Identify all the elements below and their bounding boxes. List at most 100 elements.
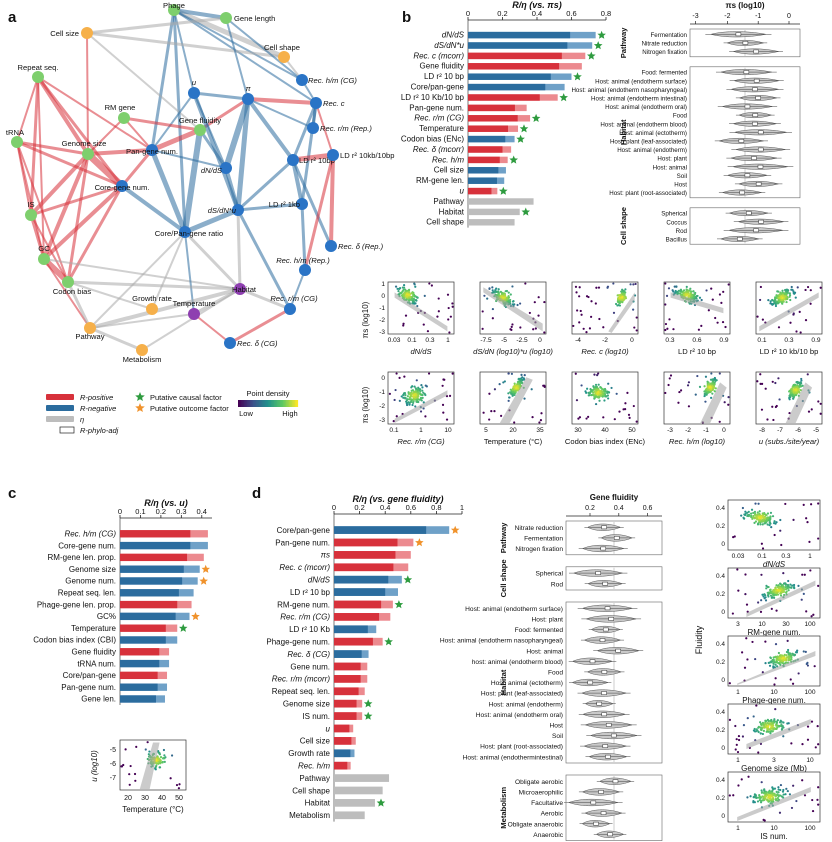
tick-label: 0.2: [585, 505, 595, 512]
network-node-metab: [136, 344, 148, 356]
scatter-point: [690, 290, 693, 293]
scatter-frame: [727, 499, 821, 551]
scatter-point: [594, 402, 598, 406]
violin-label: Host: plant (root-associated): [480, 744, 563, 751]
scatter-point: [722, 290, 725, 293]
panel-letter-d: d: [252, 485, 261, 502]
network-edge: [66, 280, 242, 291]
network-edge: [192, 91, 250, 101]
tick-label: 35: [536, 427, 544, 434]
violin-label: Host: animal (endotherm): [489, 701, 563, 708]
scatter-point: [409, 398, 413, 401]
scatter-point: [758, 518, 761, 521]
density-colorbar-segment: [247, 400, 249, 407]
scatter-point: [158, 751, 161, 755]
scatter-point: [522, 377, 525, 380]
scatter-point: [488, 418, 491, 421]
scatter-point: [488, 287, 491, 291]
density-colorbar-segment: [256, 400, 258, 407]
density-colorbar-segment: [269, 400, 272, 407]
scatter-point: [775, 404, 778, 408]
network-node-dnds: [220, 162, 232, 174]
violin-box: [600, 546, 606, 551]
panel_c-bar-label: Repeat seq. len.: [58, 588, 116, 597]
scatter-point: [694, 393, 697, 396]
violin-box: [752, 113, 759, 117]
scatter-point: [747, 775, 750, 778]
panel_d-bar: [334, 613, 380, 621]
tick-label: 30: [141, 795, 149, 802]
scatter-point: [774, 590, 777, 593]
scatter-point: [497, 288, 500, 291]
scatter-point: [519, 302, 522, 305]
scatter-point: [793, 386, 796, 389]
violin-label: Host: [674, 182, 687, 189]
scatter-point: [624, 402, 627, 405]
scatter-point: [578, 321, 581, 324]
scatter-point: [177, 787, 181, 790]
violin-box: [755, 96, 761, 100]
violin-box: [605, 754, 611, 759]
panel_b-bar: [468, 31, 571, 39]
scatter-point: [757, 502, 760, 505]
scatter-point: [747, 510, 750, 513]
density-colorbar-segment: [284, 400, 287, 407]
tick-label: 0: [787, 13, 791, 20]
density-colorbar-segment: [280, 400, 282, 407]
scatter-point: [756, 511, 759, 514]
violin-label: Facultative: [531, 800, 563, 807]
scatter-point: [518, 381, 521, 384]
tick-label: 0: [381, 375, 385, 382]
scatter-point: [746, 796, 749, 799]
scatter-point: [782, 572, 785, 575]
network-node-rmgene: [118, 112, 130, 124]
network-edge: [329, 153, 335, 248]
density-colorbar-segment: [272, 400, 275, 407]
panel_c-bar: [120, 565, 184, 573]
scatter-point: [402, 283, 406, 287]
scatter-point: [494, 290, 497, 293]
scatter-point: [164, 756, 167, 759]
scatter-point: [510, 328, 513, 331]
tick-label: 0: [721, 745, 725, 752]
scatter-point: [664, 282, 667, 285]
scatter-point: [423, 392, 426, 395]
scatter-point: [430, 284, 433, 287]
scatter-point: [775, 657, 779, 661]
scatter-point: [601, 392, 604, 395]
scatter-point: [770, 525, 773, 529]
scatter-point: [445, 418, 449, 421]
scatter-point: [707, 309, 710, 312]
scatter-point: [768, 664, 772, 667]
scatter-point: [806, 521, 809, 524]
tick-label: -1: [755, 13, 761, 20]
scatter-point: [810, 408, 813, 411]
scatter-point: [817, 537, 820, 540]
scatter-point: [437, 297, 440, 300]
scatter-point: [612, 282, 615, 285]
scatter-point: [483, 294, 486, 297]
scatter-point: [799, 389, 802, 392]
scatter-point: [792, 390, 795, 393]
violin-box: [758, 219, 764, 224]
tick-label: 1: [381, 281, 385, 288]
scatter-point: [786, 292, 789, 295]
scatter-point: [707, 389, 710, 392]
network-node-u: [188, 87, 200, 99]
scatter-point: [509, 391, 512, 394]
panel_d-bar-label: Rec. c (mcorr): [279, 563, 330, 572]
scatter-point: [508, 396, 511, 399]
scatter-point: [792, 312, 795, 315]
scatter-point: [774, 798, 778, 802]
scatter-point: [740, 514, 743, 517]
panel_d-bar-label: Rec. r/m (CG): [280, 613, 330, 622]
scatter-point: [798, 310, 801, 313]
scatter-point: [686, 290, 689, 293]
scatter-point: [759, 523, 762, 526]
panel_d-star-icon: [394, 600, 404, 609]
scatter-point: [772, 662, 775, 665]
scatter-point: [768, 521, 772, 524]
violin-box: [590, 800, 597, 805]
scatter-point: [770, 661, 773, 664]
scatter-xlabel: Genome size (Mb): [741, 764, 807, 773]
